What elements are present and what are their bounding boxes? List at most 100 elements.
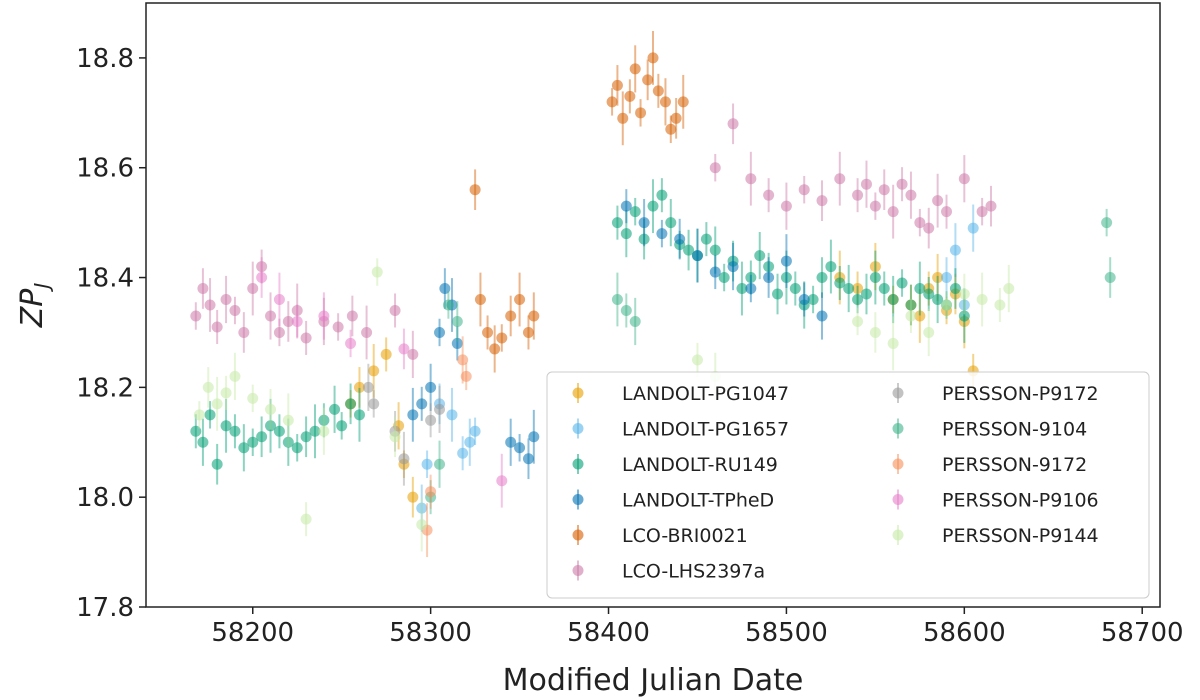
data-point — [247, 436, 259, 448]
data-point — [371, 266, 383, 278]
data-point — [190, 425, 202, 437]
data-point — [914, 283, 926, 295]
data-point — [332, 321, 344, 333]
data-point — [843, 283, 855, 295]
data-point — [202, 381, 214, 393]
data-point — [683, 244, 695, 256]
data-point — [265, 403, 277, 415]
data-point — [656, 189, 668, 201]
legend-marker — [892, 423, 904, 434]
data-point — [887, 206, 899, 218]
data-point — [896, 178, 908, 190]
data-point — [923, 222, 935, 234]
data-point — [389, 304, 401, 316]
data-point — [220, 387, 232, 399]
data-point — [834, 173, 846, 185]
data-point — [941, 206, 953, 218]
data-point — [745, 283, 757, 295]
y-axis-title: ZPJ — [15, 283, 54, 329]
data-point — [896, 277, 908, 289]
data-point — [620, 200, 632, 212]
data-point — [265, 310, 277, 322]
data-point — [905, 299, 917, 311]
legend-label: LANDOLT-TPheD — [622, 490, 774, 512]
data-point — [677, 96, 689, 108]
data-point — [211, 458, 223, 470]
data-point — [416, 502, 428, 514]
data-point — [718, 272, 730, 284]
data-point — [905, 310, 917, 322]
data-point — [780, 255, 792, 267]
data-point — [421, 458, 433, 470]
data-point — [852, 189, 864, 201]
data-point — [291, 442, 303, 454]
data-point — [451, 315, 463, 327]
data-point — [318, 425, 330, 437]
data-point — [300, 332, 312, 344]
data-point — [282, 436, 294, 448]
series-LCO-LHS2397a — [190, 103, 997, 379]
data-point — [528, 431, 540, 443]
data-point — [887, 337, 899, 349]
data-point — [220, 420, 232, 432]
legend-marker — [572, 494, 584, 505]
data-point — [620, 228, 632, 240]
data-point — [763, 272, 775, 284]
data-point — [361, 326, 373, 338]
data-point — [620, 304, 632, 316]
data-point — [368, 398, 380, 410]
data-point — [336, 420, 348, 432]
data-point — [291, 315, 303, 327]
legend-label: LANDOLT-RU149 — [622, 454, 778, 476]
data-point — [647, 52, 659, 64]
data-point — [763, 189, 775, 201]
data-point — [958, 288, 970, 300]
data-point — [300, 431, 312, 443]
data-point — [469, 184, 481, 196]
data-point — [204, 409, 216, 421]
legend-marker — [572, 458, 584, 470]
data-point — [229, 304, 241, 316]
data-point — [923, 326, 935, 338]
data-point — [825, 261, 837, 273]
data-point — [763, 261, 775, 273]
y-tick-label: 18.2 — [76, 373, 134, 403]
data-point — [611, 217, 623, 229]
data-point — [727, 261, 739, 273]
data-point — [291, 304, 303, 316]
data-point — [629, 206, 641, 218]
data-point — [451, 337, 463, 349]
x-tick-label: 58200 — [211, 618, 294, 648]
data-point — [709, 266, 721, 278]
data-point — [193, 409, 205, 421]
data-point — [457, 354, 469, 366]
data-point — [353, 409, 365, 421]
data-point — [670, 112, 682, 124]
data-point — [446, 409, 458, 421]
data-point — [434, 326, 446, 338]
data-point — [416, 519, 428, 531]
data-point — [941, 272, 953, 284]
data-point — [816, 310, 828, 322]
data-point — [932, 272, 944, 284]
legend-label: PERSSON-P9144 — [942, 525, 1099, 547]
series-PERSSON-9172 — [421, 336, 472, 558]
data-point — [300, 513, 312, 525]
legend-label: PERSSON-P9172 — [942, 383, 1099, 405]
legend-marker — [572, 529, 584, 541]
data-point — [220, 294, 232, 306]
data-point — [238, 442, 250, 454]
legend-item: PERSSON-P9106 — [892, 489, 1099, 512]
data-point — [457, 447, 469, 459]
data-point — [416, 398, 428, 410]
data-point — [211, 321, 223, 333]
data-point — [780, 200, 792, 212]
data-point — [380, 348, 392, 360]
data-point — [949, 244, 961, 256]
y-tick-label: 17.8 — [76, 593, 134, 623]
data-point — [754, 250, 766, 262]
data-point — [407, 348, 419, 360]
data-point — [798, 184, 810, 196]
data-point — [860, 288, 872, 300]
legend-label: PERSSON-9104 — [942, 419, 1087, 441]
